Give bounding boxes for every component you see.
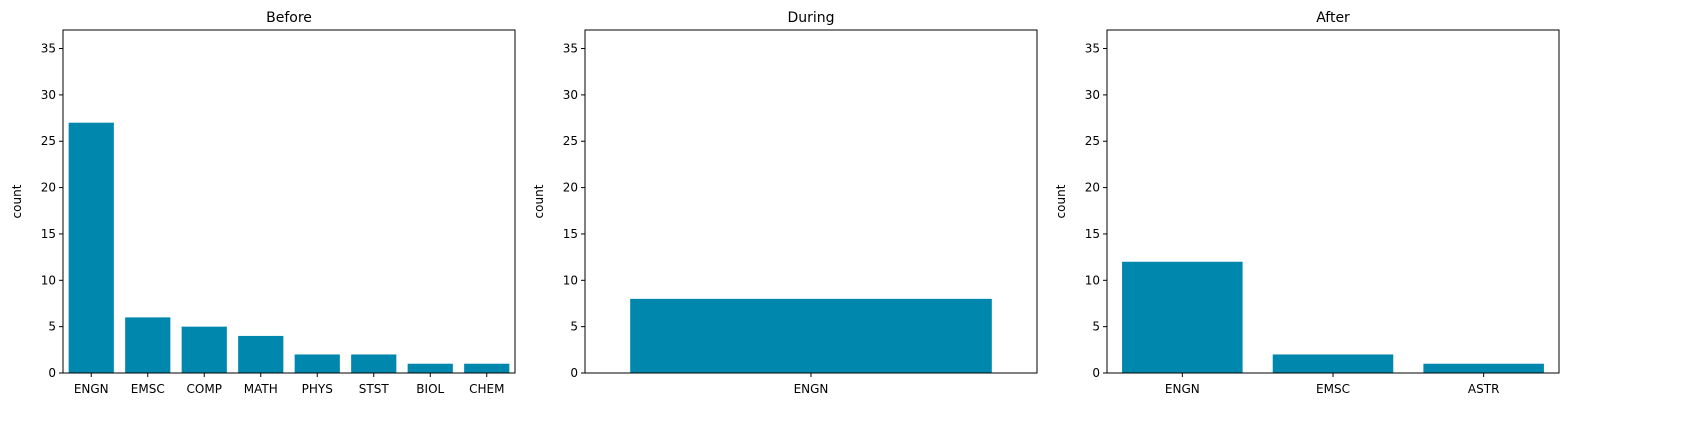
y-tick-label: 0 [1092,366,1100,380]
bar-stst [351,354,397,373]
panel-title: After [1316,10,1350,26]
bar-comp [181,326,227,373]
bar-math [238,335,284,373]
x-tick-label: EMSC [131,382,165,396]
y-axis-label: count [10,184,24,218]
bar-engn [1122,261,1243,373]
y-tick-label: 30 [1085,88,1100,102]
y-tick-label: 20 [563,181,578,195]
y-tick-label: 30 [41,88,56,102]
bar-astr [1423,363,1544,373]
bar-engn [68,122,114,373]
y-tick-label: 5 [48,320,56,334]
y-tick-label: 5 [1092,320,1100,334]
bar-emsc [1272,354,1394,373]
bar-chem [464,363,510,373]
y-tick-label: 10 [563,273,578,287]
axes-frame [62,29,516,374]
x-tick-label: BIOL [416,382,444,396]
x-tick-label: ENGN [1165,382,1200,396]
x-tick-label: ENGN [74,382,109,396]
y-axis-label: count [1054,184,1068,218]
y-tick-label: 25 [41,134,56,148]
y-tick-label: 25 [1085,134,1100,148]
x-tick-label: STST [359,382,390,396]
x-tick-label: PHYS [302,382,333,396]
x-tick-label: MATH [244,382,278,396]
panel-before: Before count 0 5 10 15 20 25 30 35 ENGN EMSC COMP M… [10,10,516,396]
y-tick-label: 25 [563,134,578,148]
x-tick-label: ENGN [794,382,829,396]
x-tick-label: COMP [187,382,222,396]
y-tick-label: 35 [41,42,56,56]
y-tick-label: 30 [563,88,578,102]
y-tick-label: 35 [563,42,578,56]
bar-emsc [125,317,171,373]
y-tick-label: 10 [1085,273,1100,287]
y-axis-label: count [532,184,546,218]
panel-title: During [787,10,834,26]
y-tick-label: 5 [570,320,578,334]
y-tick-label: 15 [41,227,56,241]
y-tick-label: 0 [570,366,578,380]
y-tick-label: 0 [48,366,56,380]
y-tick-label: 20 [1085,181,1100,195]
bar-phys [294,354,340,373]
panel-after: After count 0 5 10 15 20 25 30 35 ENGN EMSC ASTR [1054,10,1560,396]
x-tick-label: ASTR [1468,382,1500,396]
x-tick-label: EMSC [1316,382,1350,396]
y-tick-label: 15 [1085,227,1100,241]
y-tick-label: 35 [1085,42,1100,56]
y-tick-label: 15 [563,227,578,241]
y-tick-label: 10 [41,273,56,287]
panel-during: During count 0 5 10 15 20 25 30 35 ENGN [532,10,1038,396]
x-tick-label: CHEM [469,382,504,396]
bar-biol [407,363,453,373]
panel-title: Before [266,10,312,26]
y-tick-label: 20 [41,181,56,195]
bar-engn [630,298,992,373]
